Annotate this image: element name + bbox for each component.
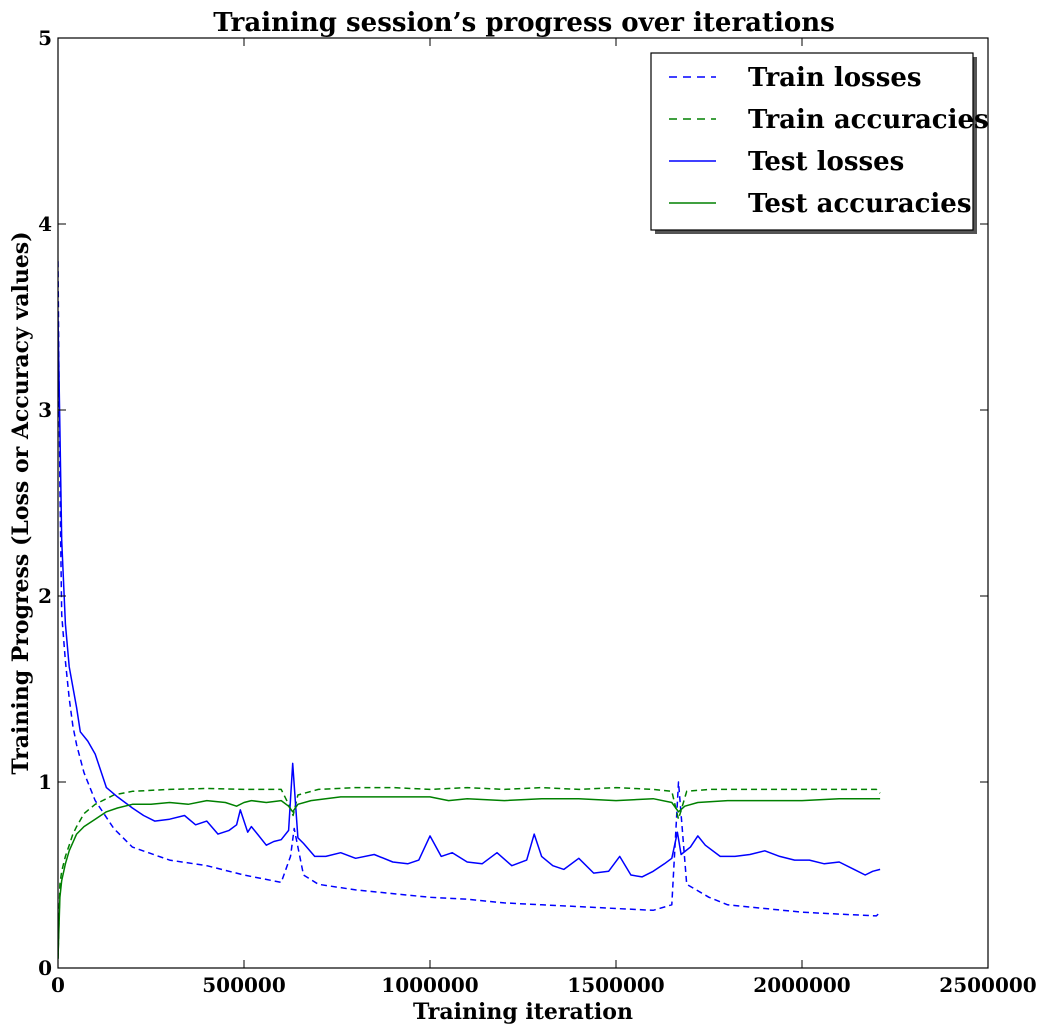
legend-label: Test accuracies — [748, 189, 971, 219]
y-tick-label: 4 — [38, 212, 52, 236]
series-line-train-losses — [58, 261, 881, 917]
plot-frame — [57, 37, 989, 969]
series-layer — [58, 261, 881, 959]
plot-area: 0 500000 1000000 1500000 2000000 2500000 0 1 2 3 4… — [38, 26, 1037, 997]
y-tick-label: 5 — [38, 26, 52, 50]
x-tick-label: 500000 — [202, 973, 286, 997]
legend-box — [650, 52, 974, 231]
x-tick-label: 1000000 — [381, 973, 478, 997]
x-tick-label: 2500000 — [939, 973, 1036, 997]
x-tick-label: 1500000 — [567, 973, 664, 997]
y-tick-label: 2 — [38, 584, 52, 608]
x-tick-label: 2000000 — [753, 973, 850, 997]
chart-title: Training session’s progress over iterati… — [213, 8, 835, 38]
y-tick-label: 1 — [38, 770, 52, 794]
legend: Train losses Train accuracies Test losses T… — [650, 52, 989, 234]
legend-label: Train losses — [748, 63, 922, 93]
series-line-test-losses — [58, 316, 881, 878]
y-tick-label: 3 — [38, 398, 52, 422]
series-line-test-accuracies — [58, 796, 881, 959]
x-axis-label: Training iteration — [413, 999, 633, 1025]
y-tick-label: 0 — [38, 956, 52, 980]
legend-items: Train losses Train accuracies Test losses T… — [669, 63, 989, 219]
y-axis-label: Training Progress (Loss or Accuracy valu… — [8, 231, 34, 774]
x-tick-label: 0 — [51, 973, 65, 997]
legend-label: Test losses — [748, 147, 904, 177]
tick-layer: 0 500000 1000000 1500000 2000000 2500000 0 1 2 3 4… — [38, 26, 1037, 997]
series-line-train-accuracies — [58, 786, 881, 959]
legend-label: Train accuracies — [748, 105, 989, 135]
